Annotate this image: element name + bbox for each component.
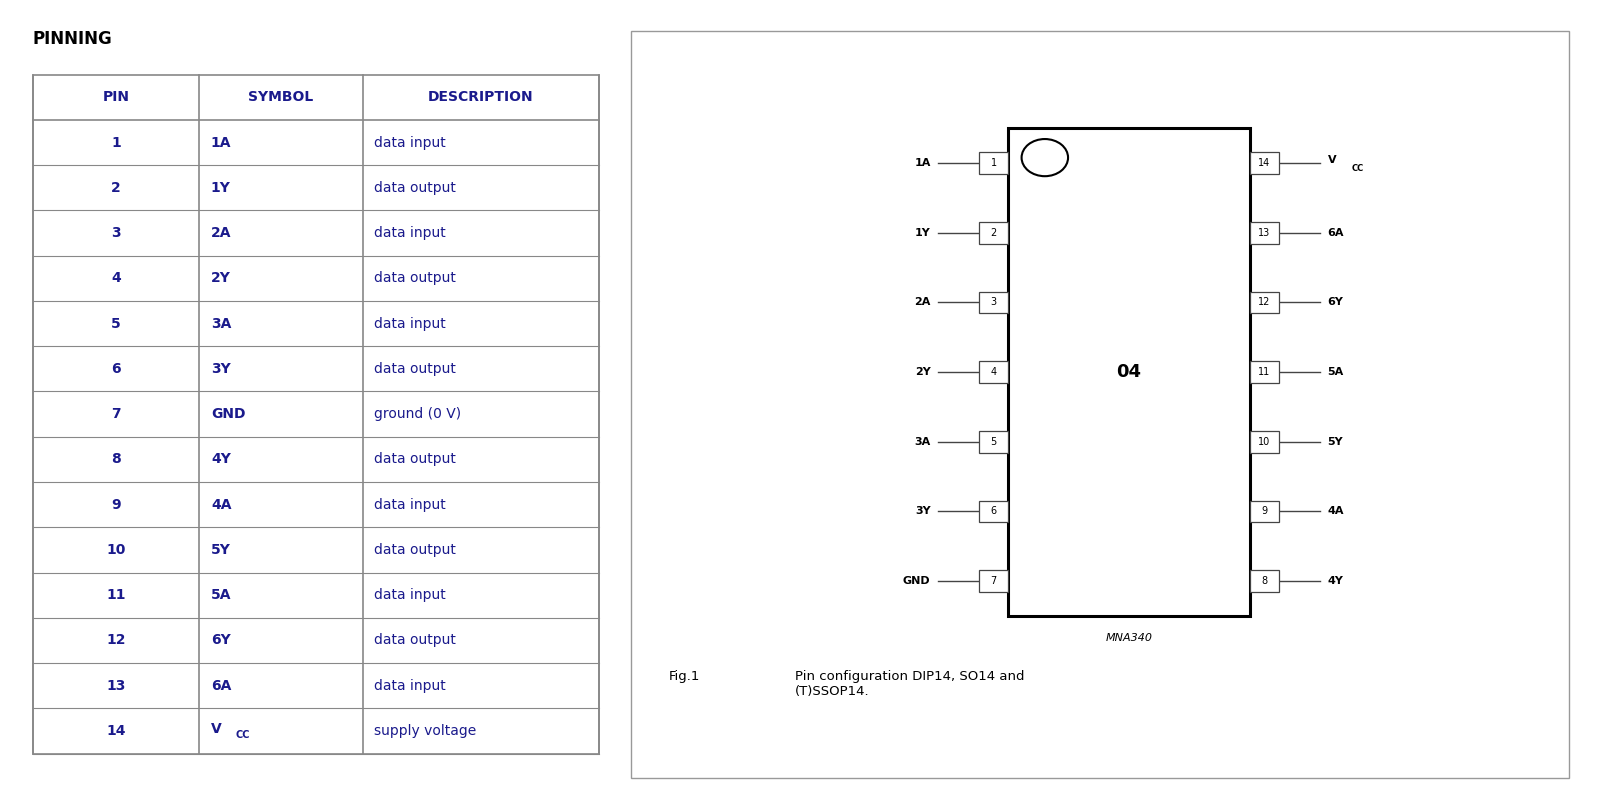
- Text: 10: 10: [1259, 437, 1270, 447]
- Bar: [1250, 152, 1278, 174]
- Text: 6A: 6A: [211, 679, 232, 693]
- Text: SYMBOL: SYMBOL: [248, 90, 314, 105]
- Bar: [1250, 222, 1278, 243]
- Text: 11: 11: [106, 588, 126, 602]
- Text: 13: 13: [106, 679, 126, 693]
- Text: 6A: 6A: [1328, 227, 1344, 238]
- Text: 6Y: 6Y: [1328, 298, 1344, 307]
- Text: 1: 1: [110, 136, 122, 149]
- Text: data output: data output: [374, 181, 456, 195]
- Text: Fig.1: Fig.1: [669, 670, 701, 683]
- Bar: [979, 222, 1008, 243]
- Text: 9: 9: [110, 498, 120, 512]
- Text: 11: 11: [1259, 367, 1270, 377]
- Text: 5: 5: [110, 317, 122, 330]
- Text: supply voltage: supply voltage: [374, 724, 477, 738]
- Text: 6: 6: [990, 507, 997, 516]
- Bar: [1250, 431, 1278, 452]
- Circle shape: [1021, 139, 1069, 176]
- Text: 5A: 5A: [211, 588, 232, 602]
- Text: data output: data output: [374, 361, 456, 376]
- Text: 3Y: 3Y: [915, 507, 931, 516]
- Text: 12: 12: [106, 634, 126, 647]
- Text: 3A: 3A: [211, 317, 232, 330]
- Text: 1Y: 1Y: [915, 227, 931, 238]
- Bar: [1250, 500, 1278, 522]
- Bar: [1008, 128, 1250, 616]
- Bar: [1250, 571, 1278, 592]
- Text: 5A: 5A: [1328, 367, 1344, 377]
- Text: data input: data input: [374, 498, 446, 512]
- Text: 3Y: 3Y: [211, 361, 230, 376]
- Text: data output: data output: [374, 543, 456, 557]
- Text: V: V: [1328, 155, 1336, 165]
- Text: 2: 2: [110, 181, 122, 195]
- Text: 3: 3: [110, 226, 120, 240]
- Text: 6: 6: [110, 361, 120, 376]
- Text: data output: data output: [374, 452, 456, 466]
- Text: 4: 4: [990, 367, 997, 377]
- Text: 1: 1: [990, 158, 997, 168]
- Text: V: V: [211, 721, 222, 736]
- Text: 5Y: 5Y: [1328, 437, 1342, 447]
- Text: data input: data input: [374, 317, 446, 330]
- Text: data input: data input: [374, 136, 446, 149]
- Bar: [979, 431, 1008, 452]
- Text: 04: 04: [1117, 363, 1141, 381]
- Text: GND: GND: [902, 576, 931, 586]
- Text: ground (0 V): ground (0 V): [374, 407, 461, 421]
- Text: 2A: 2A: [211, 226, 232, 240]
- Text: data output: data output: [374, 634, 456, 647]
- Text: 2: 2: [990, 227, 997, 238]
- Text: 1A: 1A: [914, 158, 931, 168]
- Text: 8: 8: [110, 452, 122, 466]
- Bar: [979, 291, 1008, 313]
- Text: data input: data input: [374, 588, 446, 602]
- Text: 3: 3: [990, 298, 997, 307]
- Text: MNA340: MNA340: [1106, 633, 1152, 643]
- Bar: [1250, 291, 1278, 313]
- Text: 7: 7: [990, 576, 997, 586]
- Text: 14: 14: [106, 724, 126, 738]
- Text: data input: data input: [374, 679, 446, 693]
- Text: 2Y: 2Y: [211, 271, 230, 286]
- Text: 8: 8: [1261, 576, 1267, 586]
- Bar: [979, 500, 1008, 522]
- Text: 1Y: 1Y: [211, 181, 230, 195]
- Text: data input: data input: [374, 226, 446, 240]
- Text: 1A: 1A: [211, 136, 232, 149]
- Bar: [32, 74, 600, 753]
- Text: PIN: PIN: [102, 90, 130, 105]
- Text: 6Y: 6Y: [211, 634, 230, 647]
- Text: 4: 4: [110, 271, 122, 286]
- Text: 9: 9: [1261, 507, 1267, 516]
- Text: 12: 12: [1258, 298, 1270, 307]
- Text: DESCRIPTION: DESCRIPTION: [429, 90, 534, 105]
- Text: 3A: 3A: [914, 437, 931, 447]
- Text: 10: 10: [106, 543, 126, 557]
- Bar: [1250, 361, 1278, 383]
- Bar: [979, 571, 1008, 592]
- Text: 14: 14: [1259, 158, 1270, 168]
- Text: GND: GND: [211, 407, 245, 421]
- Text: CC: CC: [1352, 164, 1363, 173]
- Text: 7: 7: [110, 407, 120, 421]
- Text: 5: 5: [990, 437, 997, 447]
- Text: CC: CC: [235, 730, 250, 740]
- Bar: [979, 361, 1008, 383]
- Text: 5Y: 5Y: [211, 543, 230, 557]
- Bar: [979, 152, 1008, 174]
- Text: PINNING: PINNING: [32, 30, 112, 49]
- Text: 13: 13: [1259, 227, 1270, 238]
- Text: 4A: 4A: [1328, 507, 1344, 516]
- Text: Pin configuration DIP14, SO14 and
(T)SSOP14.: Pin configuration DIP14, SO14 and (T)SSO…: [795, 670, 1024, 698]
- Text: 4Y: 4Y: [1328, 576, 1344, 586]
- Text: data output: data output: [374, 271, 456, 286]
- Text: 4Y: 4Y: [211, 452, 230, 466]
- Text: 2Y: 2Y: [915, 367, 931, 377]
- Text: 4A: 4A: [211, 498, 232, 512]
- Text: 2A: 2A: [914, 298, 931, 307]
